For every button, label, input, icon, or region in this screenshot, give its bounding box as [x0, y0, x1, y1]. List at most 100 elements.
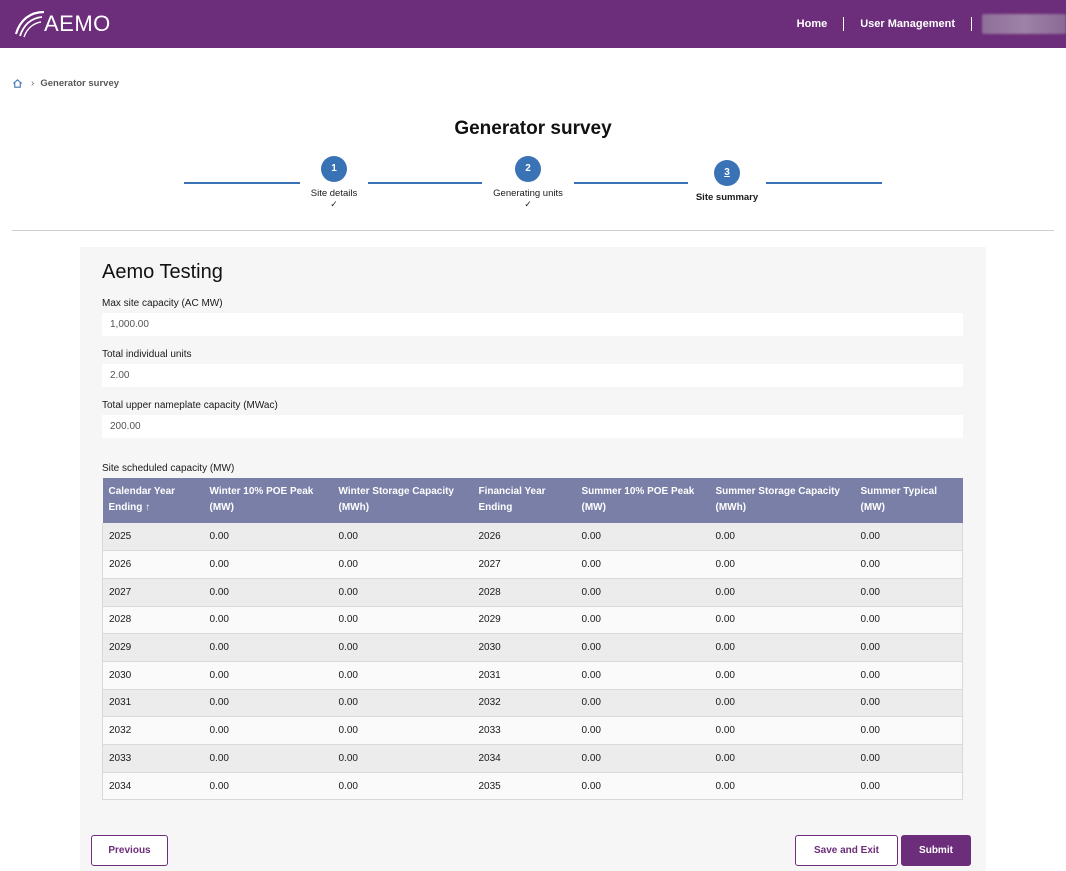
table-cell: 0.00 [203, 744, 333, 773]
table-row: 2027 0.00 0.00 2028 0.00 0.00 0.00 [102, 578, 963, 607]
table-cell: 0.00 [854, 633, 963, 662]
step-site-details[interactable]: 1 Site details ✓ [274, 156, 394, 209]
table-cell: 0.00 [332, 661, 473, 690]
total-units-label: Total individual units [102, 349, 192, 360]
table-cell: 0.00 [575, 550, 710, 579]
table-row: 2025 0.00 0.00 2026 0.00 0.00 0.00 [102, 523, 963, 552]
table-cell: 0.00 [854, 578, 963, 607]
table-cell: 0.00 [854, 716, 963, 745]
step-generating-units[interactable]: 2 Generating units ✓ [468, 156, 588, 209]
submit-button[interactable]: Submit [901, 835, 971, 866]
table-cell: 0.00 [575, 661, 710, 690]
table-cell: 0.00 [709, 772, 855, 801]
nameplate-capacity-value: 200.00 [102, 415, 963, 438]
table-cell: 0.00 [709, 523, 855, 552]
column-header-winter-peak[interactable]: Winter 10% POE Peak (MW) [203, 478, 333, 523]
column-header-financial-year[interactable]: Financial Year Ending [472, 478, 576, 523]
table-cell: 2031 [102, 689, 204, 718]
step-number: 1 [321, 156, 347, 182]
table-cell: 2027 [102, 578, 204, 607]
column-header-winter-storage[interactable]: Winter Storage Capacity (MWh) [332, 478, 473, 523]
column-header-calendar-year[interactable]: Calendar Year Ending ↑ [102, 478, 204, 523]
table-cell: 2028 [472, 578, 576, 607]
logo-text: AEMO [44, 11, 111, 36]
table-row: 2033 0.00 0.00 2034 0.00 0.00 0.00 [102, 744, 963, 773]
breadcrumb: › Generator survey [12, 78, 119, 89]
table-cell: 2032 [102, 716, 204, 745]
nav-user-management-link[interactable]: User Management [844, 17, 972, 31]
table-cell: 0.00 [709, 716, 855, 745]
table-row: 2030 0.00 0.00 2031 0.00 0.00 0.00 [102, 661, 963, 690]
table-cell: 0.00 [332, 772, 473, 801]
column-header-summer-peak[interactable]: Summer 10% POE Peak (MW) [575, 478, 710, 523]
table-row: 2029 0.00 0.00 2030 0.00 0.00 0.00 [102, 633, 963, 662]
table-cell: 2025 [102, 523, 204, 552]
table-cell: 0.00 [854, 689, 963, 718]
table-cell: 0.00 [854, 772, 963, 801]
step-number: 3 [714, 160, 740, 186]
table-cell: 0.00 [203, 772, 333, 801]
table-row: 2026 0.00 0.00 2027 0.00 0.00 0.00 [102, 550, 963, 579]
user-account-menu[interactable] [982, 14, 1066, 34]
breadcrumb-current: Generator survey [40, 78, 120, 89]
table-cell: 0.00 [854, 523, 963, 552]
table-cell: 0.00 [854, 550, 963, 579]
table-cell: 0.00 [709, 661, 855, 690]
table-cell: 0.00 [709, 744, 855, 773]
step-number: 2 [515, 156, 541, 182]
max-site-capacity-value: 1,000.00 [102, 313, 963, 336]
step-connector [766, 182, 882, 184]
table-cell: 0.00 [203, 606, 333, 635]
max-site-capacity-label: Max site capacity (AC MW) [102, 298, 223, 309]
table-header-row: Calendar Year Ending ↑ Winter 10% POE Pe… [102, 478, 963, 523]
step-label: Site details [310, 188, 358, 199]
top-nav: Home User Management [781, 0, 1066, 48]
nav-home-link[interactable]: Home [781, 17, 845, 31]
table-cell: 0.00 [203, 633, 333, 662]
column-header-summer-typical[interactable]: Summer Typical (MW) [854, 478, 963, 523]
table-cell: 0.00 [203, 523, 333, 552]
table-cell: 2035 [472, 772, 576, 801]
table-cell: 0.00 [575, 633, 710, 662]
chevron-right-icon: › [31, 78, 35, 89]
table-cell: 0.00 [709, 578, 855, 607]
table-title: Site scheduled capacity (MW) [102, 463, 235, 474]
home-icon[interactable] [12, 78, 23, 89]
table-cell: 0.00 [575, 716, 710, 745]
column-header-summer-storage[interactable]: Summer Storage Capacity (MWh) [709, 478, 855, 523]
table-cell: 0.00 [203, 578, 333, 607]
step-connector [574, 182, 688, 184]
table-cell: 0.00 [575, 772, 710, 801]
table-cell: 2026 [472, 523, 576, 552]
table-cell: 2031 [472, 661, 576, 690]
table-cell: 0.00 [709, 550, 855, 579]
table-cell: 2028 [102, 606, 204, 635]
table-cell: 0.00 [203, 689, 333, 718]
previous-button[interactable]: Previous [91, 835, 168, 866]
table-cell: 2030 [102, 661, 204, 690]
table-cell: 0.00 [709, 633, 855, 662]
table-cell: 2026 [102, 550, 204, 579]
table-cell: 2034 [472, 744, 576, 773]
table-cell: 0.00 [854, 606, 963, 635]
step-site-summary[interactable]: 3 Site summary [667, 160, 787, 203]
table-cell: 0.00 [854, 744, 963, 773]
table-cell: 0.00 [575, 744, 710, 773]
table-cell: 0.00 [575, 606, 710, 635]
table-row: 2031 0.00 0.00 2032 0.00 0.00 0.00 [102, 689, 963, 718]
table-cell: 0.00 [203, 716, 333, 745]
scheduled-capacity-table: Calendar Year Ending ↑ Winter 10% POE Pe… [102, 478, 963, 801]
table-cell: 0.00 [709, 689, 855, 718]
aemo-logo-icon [14, 10, 45, 38]
site-name: Aemo Testing [102, 261, 223, 283]
table-row: 2034 0.00 0.00 2035 0.00 0.00 0.00 [102, 772, 963, 801]
table-cell: 0.00 [203, 661, 333, 690]
checkmark-icon: ✓ [524, 199, 532, 209]
save-and-exit-button[interactable]: Save and Exit [795, 835, 898, 866]
nameplate-capacity-label: Total upper nameplate capacity (MWac) [102, 400, 278, 411]
step-connector [184, 182, 300, 184]
table-cell: 2034 [102, 772, 204, 801]
table-cell: 0.00 [332, 578, 473, 607]
aemo-logo[interactable]: AEMO [12, 8, 111, 40]
step-label: Generating units [493, 188, 563, 199]
